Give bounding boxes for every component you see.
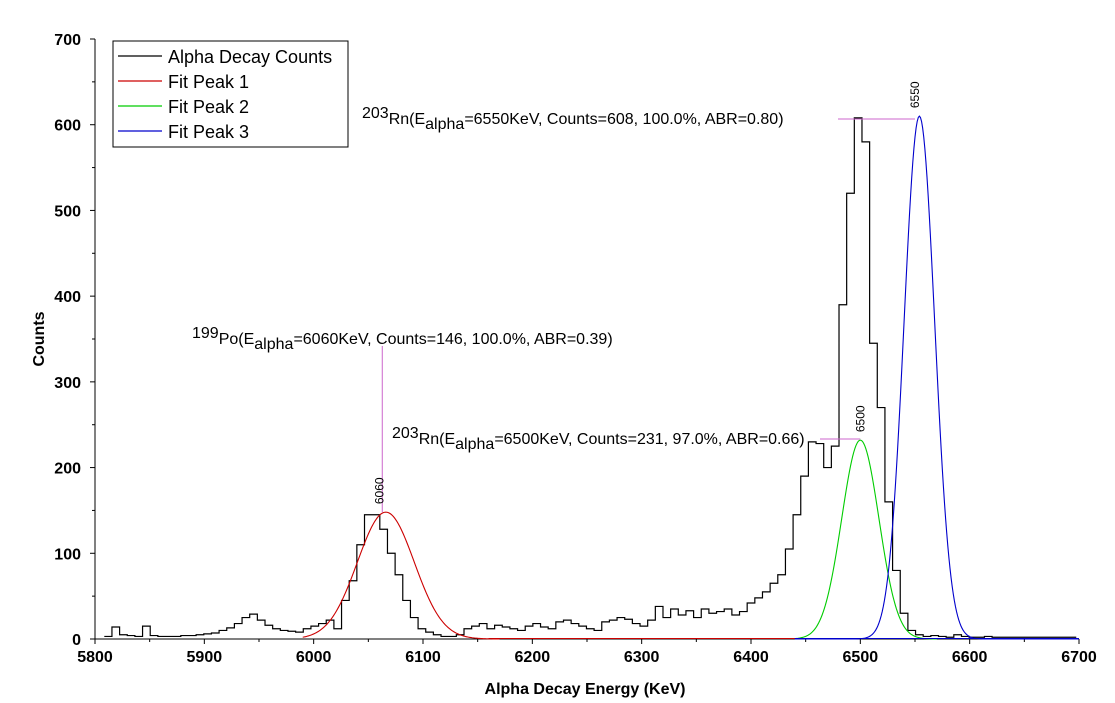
y-tick-label: 600 (54, 118, 81, 135)
series-fit-peak-3 (794, 115, 1079, 640)
y-tick-label: 300 (54, 375, 81, 392)
annotation-rn203b-rest: =6550KeV, Counts=608, 100.0%, ABR=0.80) (464, 111, 783, 128)
legend-label-counts: Alpha Decay Counts (168, 47, 332, 67)
annotation-po199-sub: alpha (254, 336, 293, 353)
y-tick-label: 500 (54, 203, 81, 220)
peak-labels: 6060 6500 6550 (372, 81, 922, 504)
x-axis-title: Alpha Decay Energy (KeV) (485, 681, 686, 698)
x-tick-label: 6500 (843, 649, 879, 666)
x-tick-label: 6400 (733, 649, 769, 666)
x-tick-label: 6200 (515, 649, 551, 666)
annotation-leaders (381, 118, 915, 513)
annotation-po199-rest: =6060KeV, Counts=146, 100.0%, ABR=0.39) (293, 331, 612, 348)
annotation-rn203a-sub: alpha (455, 436, 494, 453)
x-tick-label: 5800 (77, 649, 113, 666)
annotation-po199-iso: 199 (192, 325, 219, 342)
legend-label-peak3: Fit Peak 3 (168, 122, 249, 142)
peak-label-6060: 6060 (372, 477, 386, 504)
annotation-po199: 199Po(Ealpha=6060KeV, Counts=146, 100.0%… (192, 325, 613, 353)
series-layer (104, 115, 1079, 640)
y-ticks: 0 100 200 300 400 500 600 700 (54, 32, 95, 649)
annotation-rn203a-rest: =6500KeV, Counts=231, 97.0%, ABR=0.66) (494, 431, 804, 448)
legend: Alpha Decay Counts Fit Peak 1 Fit Peak 2… (112, 40, 349, 148)
annotation-rn203a-iso: 203 (392, 425, 419, 442)
x-tick-label: 6100 (405, 649, 441, 666)
y-tick-label: 0 (72, 632, 81, 649)
x-tick-label: 6300 (624, 649, 660, 666)
annotation-rn203b-iso: 203 (362, 105, 389, 122)
annotation-rn203b-el: Rn(E (389, 111, 425, 128)
annotation-rn203-6550: 203Rn(Ealpha=6550KeV, Counts=608, 100.0%… (362, 105, 784, 133)
x-tick-label: 6700 (1061, 649, 1097, 666)
peak-label-6550: 6550 (908, 81, 922, 108)
series-fit-peak-1 (302, 511, 500, 640)
x-tick-label: 6600 (952, 649, 988, 666)
x-tick-label: 5900 (187, 649, 223, 666)
y-tick-label: 100 (54, 546, 81, 563)
y-tick-label: 200 (54, 461, 81, 478)
legend-label-peak2: Fit Peak 2 (168, 97, 249, 117)
annotation-rn203b-sub: alpha (425, 116, 464, 133)
y-tick-label: 400 (54, 289, 81, 306)
series-alpha-decay-counts (104, 117, 1077, 638)
annotation-rn203-6500: 203Rn(Ealpha=6500KeV, Counts=231, 97.0%,… (392, 425, 805, 453)
peak-label-6500: 6500 (853, 405, 867, 432)
legend-box (112, 40, 349, 148)
y-tick-label: 700 (54, 32, 81, 49)
series-fit-peak-2 (794, 439, 937, 640)
x-tick-label: 6000 (296, 649, 332, 666)
x-ticks: 5800 5900 6000 6100 6200 6300 6400 6500 6600 6700 (77, 639, 1097, 666)
annotation-rn203a-el: Rn(E (419, 431, 455, 448)
annotation-po199-el: Po(E (219, 331, 255, 348)
y-axis-title: Counts (31, 311, 48, 366)
legend-label-peak1: Fit Peak 1 (168, 72, 249, 92)
